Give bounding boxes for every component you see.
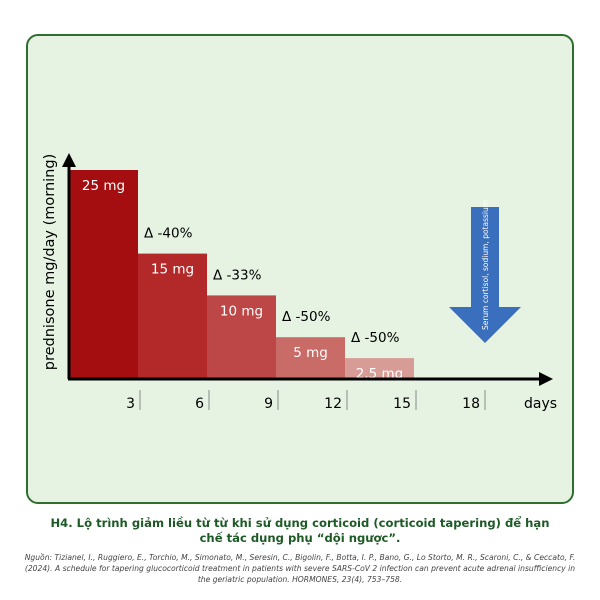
delta-label-2: Δ -50% [282,309,331,325]
x-tick-label-2: 9 [264,396,273,412]
bar-label-3: 5 mg [293,345,328,361]
arrow-label: Serum cortisol, sodium, potassium [481,200,490,330]
x-axis-arrowhead [539,372,553,386]
bar-label-0: 25 mg [82,178,125,194]
delta-label-3: Δ -50% [351,330,400,346]
delta-label-0: Δ -40% [144,226,193,242]
bar-4 [345,358,414,379]
x-tick-label-0: 3 [126,396,135,412]
bar-3 [276,337,345,379]
bar-label-1: 15 mg [151,262,194,278]
bar-label-2: 10 mg [220,303,263,319]
x-tick-label-3: 12 [324,396,342,412]
down-arrow-icon [449,207,521,343]
x-tick-label-5: 18 [462,396,480,412]
figure-source: Nguồn: Tizianel, I., Ruggiero, E., Torch… [24,553,576,584]
bar-0 [69,170,138,379]
figure-caption: H4. Lộ trình giảm liều từ từ khi sử dụng… [50,516,550,545]
ticks-layer: 3 6 9 12 15 18 [126,390,486,412]
bar-2 [207,295,276,379]
monitoring-arrow: Serum cortisol, sodium, potassium [449,200,521,343]
delta-label-1: Δ -33% [213,267,262,283]
x-tick-label-4: 15 [393,396,411,412]
axes-layer [62,153,553,386]
y-axis-label: prednisone mg/day (morning) [42,154,58,370]
x-axis-label: days [524,396,557,412]
y-axis-arrowhead [62,153,76,167]
x-tick-label-1: 6 [195,396,204,412]
bar-1 [138,253,207,379]
